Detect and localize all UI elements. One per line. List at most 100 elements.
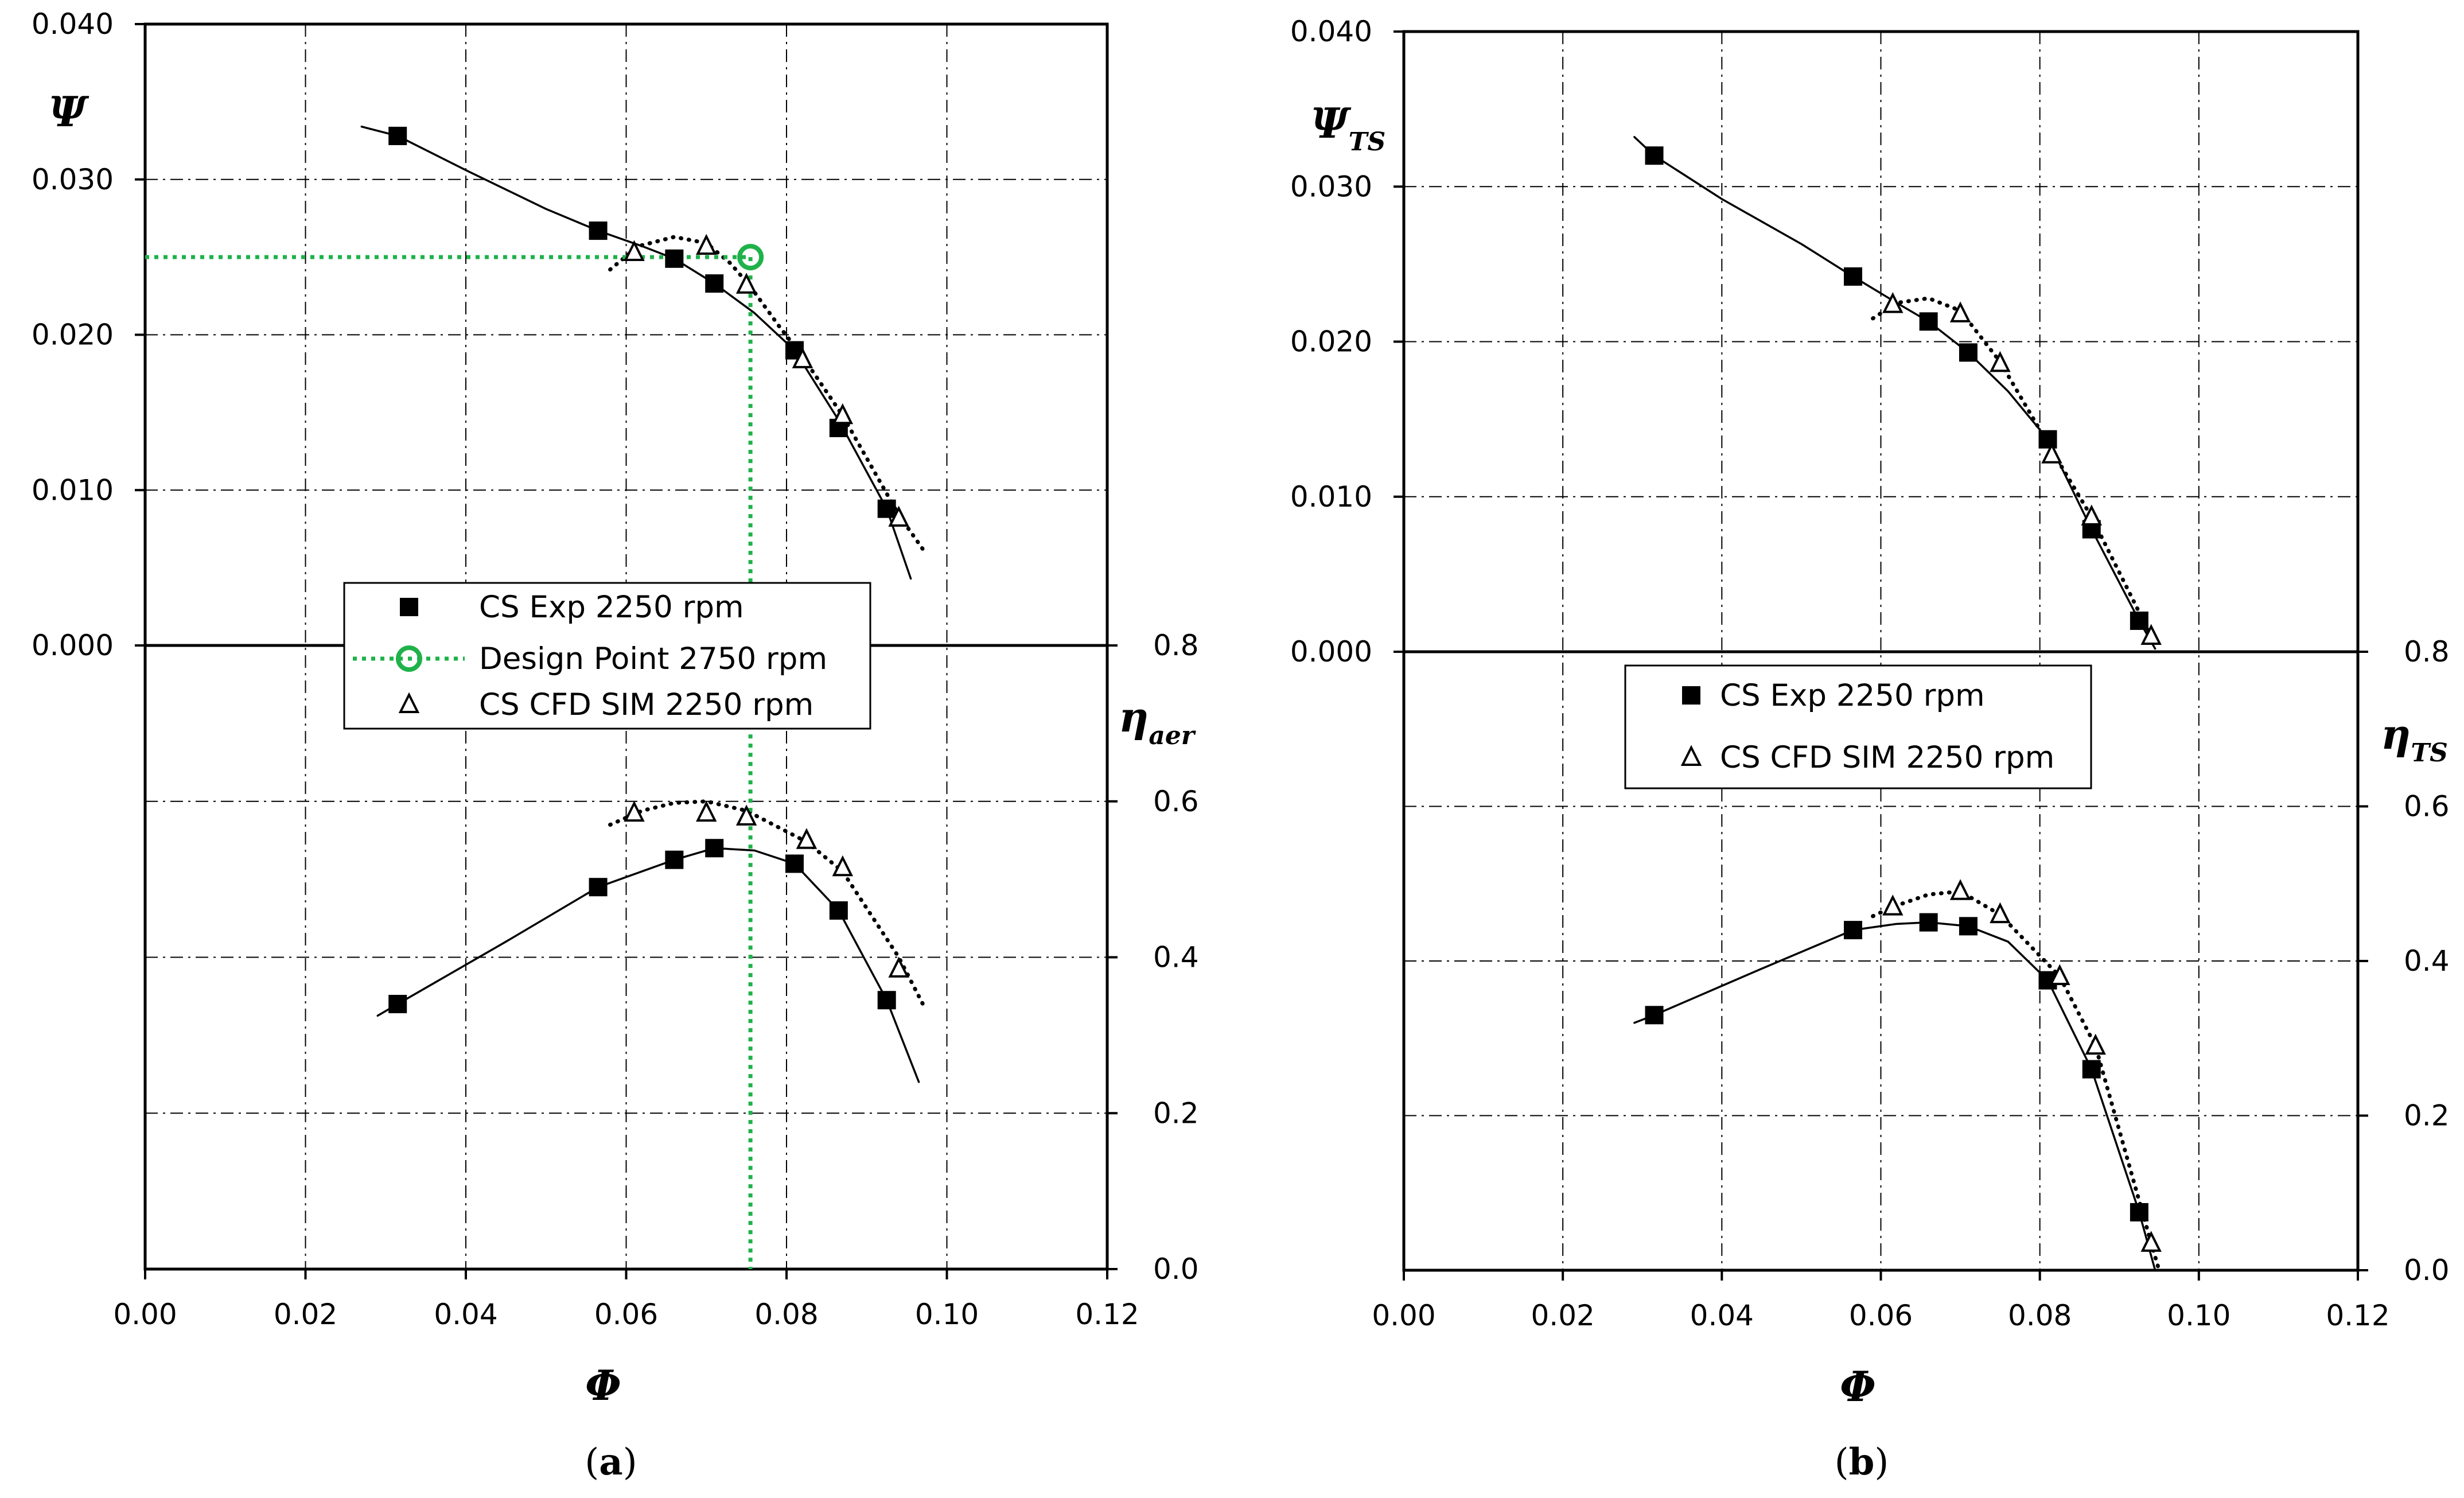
psi-cfd-point	[735, 273, 757, 294]
psi-cfd-point	[2140, 624, 2162, 645]
y-bottom-tick-label: 0.2	[1153, 1096, 1199, 1130]
y-top-axis-title: ΨTS	[1311, 99, 1385, 157]
psi-cfd-point	[2041, 442, 2062, 464]
y-top-tick-label: 0.000	[32, 629, 114, 662]
x-axis-title: Φ	[1840, 1362, 1876, 1411]
eta-cfd-point	[696, 800, 717, 822]
eta-exp-point	[665, 850, 684, 869]
eta-cfd-point	[2140, 1231, 2162, 1252]
eta-exp-trendline	[1633, 921, 2157, 1271]
eta-cfd-trendline	[608, 799, 925, 1006]
x-tick-label: 0.12	[2326, 1299, 2389, 1332]
psi-cfd-point	[696, 234, 717, 255]
x-tick-label: 0.10	[915, 1298, 979, 1331]
psi-exp-point	[1843, 267, 1862, 286]
psi-exp-point	[665, 249, 684, 268]
x-tick-label: 0.02	[1531, 1299, 1595, 1332]
y-bottom-tick-label: 0.0	[2404, 1254, 2450, 1287]
x-tick-label: 0.08	[2008, 1299, 2072, 1332]
y-bottom-tick-label: 0.6	[2404, 790, 2450, 823]
eta-cfd-point	[2049, 964, 2070, 985]
caption-letter: b	[1849, 1441, 1875, 1484]
x-tick-label: 0.12	[1075, 1298, 1139, 1331]
y-top-tick-label: 0.040	[1290, 15, 1372, 48]
psi-exp-trendline	[1633, 136, 2157, 650]
y-bottom-tick-label: 0.6	[1153, 785, 1199, 818]
x-tick-label: 0.00	[113, 1298, 177, 1331]
legend-box	[343, 582, 871, 730]
psi-exp-point	[2038, 430, 2057, 449]
legend-box	[1624, 664, 2092, 789]
legend-label: CS Exp 2250 rpm	[479, 590, 744, 625]
eta-exp-point	[1959, 917, 1978, 936]
panel-b: 0.00 0.02 0.04 0.06 0.08 0.10 0.12 0.000 0.010 0.…	[1290, 15, 2450, 1484]
psi-exp-point	[1645, 146, 1664, 165]
y-top-axis-subscript: TS	[1349, 127, 1386, 157]
legend-label: CS CFD SIM 2250 rpm	[1720, 740, 2054, 775]
x-tick-label: 0.06	[1849, 1299, 1913, 1332]
y-bottom-tick-label: 0.2	[2404, 1099, 2450, 1133]
eta-exp-point	[1919, 913, 1938, 932]
y-bottom-axis-title: ηaer	[1119, 692, 1196, 750]
y-top-tick-label: 0.020	[1290, 325, 1372, 359]
caption-open-paren: (	[1835, 1441, 1849, 1484]
x-tick-label: 0.00	[1372, 1299, 1435, 1332]
legend-label: Design Point 2750 rpm	[479, 641, 827, 676]
eta-exp-point	[1843, 921, 1862, 940]
eta-cfd-point	[735, 804, 757, 826]
x-tick-label: 0.10	[2167, 1299, 2231, 1332]
psi-exp-point	[1959, 343, 1978, 362]
y-bottom-axis-subscript: TS	[2411, 738, 2448, 768]
psi-exp-point	[877, 499, 896, 518]
psi-exp-point	[705, 274, 724, 293]
x-tick-label: 0.04	[1690, 1299, 1754, 1332]
psi-exp-point	[1919, 312, 1938, 331]
x-tick-label: 0.02	[274, 1298, 337, 1331]
legend-marker-triangle	[398, 692, 420, 713]
eta-exp-point	[877, 991, 896, 1010]
y-bottom-axis-subscript: aer	[1149, 721, 1196, 750]
y-top-tick-label: 0.030	[32, 163, 114, 196]
eta-exp-trendline	[376, 847, 920, 1083]
y-top-tick-label: 0.010	[32, 473, 114, 507]
psi-exp-point	[589, 221, 608, 240]
caption-letter: a	[599, 1441, 622, 1484]
psi-cfd-point	[888, 505, 909, 527]
x-tick-label: 0.04	[434, 1298, 497, 1331]
psi-cfd-point	[2081, 504, 2102, 526]
psi-exp-trendline	[360, 125, 912, 580]
panel-caption: (a)	[585, 1441, 637, 1484]
y-top-tick-label: 0.010	[1290, 480, 1372, 513]
y-bottom-tick-label: 0.0	[1153, 1252, 1199, 1286]
psi-cfd-point	[1990, 351, 2011, 372]
panel-a: 0.00 0.02 0.04 0.06 0.08 0.10 0.12 0.000 0.010 0.…	[32, 7, 1199, 1484]
eta-exp-point	[2082, 1060, 2101, 1079]
caption-open-paren: (	[585, 1441, 599, 1484]
eta-cfd-point	[888, 956, 909, 978]
caption-close-paren: )	[1874, 1441, 1889, 1484]
legend-marker-circle	[396, 645, 422, 672]
psi-cfd-point	[1882, 292, 1904, 313]
y-top-tick-label: 0.030	[1290, 170, 1372, 203]
eta-cfd-point	[1990, 902, 2011, 924]
psi-cfd-trendline	[608, 235, 925, 551]
y-bottom-tick-label: 0.8	[1153, 629, 1199, 662]
eta-exp-point	[388, 995, 407, 1014]
eta-cfd-point	[796, 828, 818, 849]
eta-exp-point	[589, 878, 608, 897]
panel-caption: (b)	[1835, 1441, 1889, 1484]
legend: CS Exp 2250 rpm CS CFD SIM 2250 rpm	[1624, 664, 2092, 789]
y-bottom-axis-title: ηTS	[2381, 710, 2448, 768]
legend-label: CS Exp 2250 rpm	[1720, 678, 1985, 713]
psi-cfd-point	[792, 347, 813, 368]
y-top-tick-label: 0.040	[32, 7, 114, 41]
eta-cfd-point	[1882, 894, 1904, 916]
eta-exp-point	[785, 854, 804, 873]
caption-close-paren: )	[623, 1441, 637, 1484]
eta-exp-point	[1645, 1006, 1664, 1025]
y-bottom-tick-label: 0.8	[2404, 635, 2450, 668]
design-point-marker	[737, 244, 764, 271]
psi-cfd-point	[624, 240, 645, 262]
eta-cfd-point	[1949, 879, 1971, 900]
x-axis-title: Φ	[585, 1361, 621, 1410]
